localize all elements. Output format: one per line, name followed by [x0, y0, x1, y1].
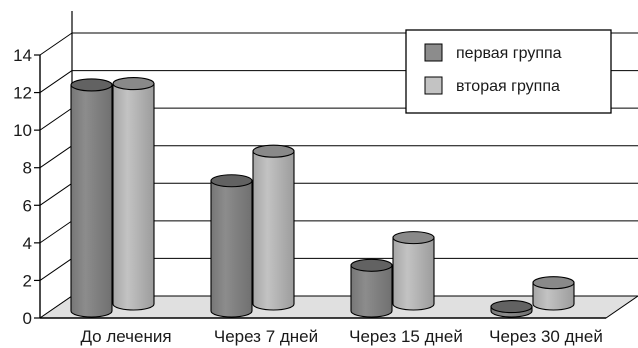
bar [210, 174, 253, 318]
bar [532, 276, 575, 311]
y-tick-label: 4 [23, 234, 32, 253]
y-axis-ticks: 0 2 4 6 8 10 12 14 [13, 46, 40, 328]
bar-top [532, 276, 575, 290]
x-tick-label: Через 30 дней [489, 327, 603, 346]
bar-top [350, 258, 393, 272]
bar-top [490, 300, 533, 314]
bar-body [532, 282, 575, 311]
legend-label: вторая группа [456, 78, 560, 95]
x-axis-labels: До лечения Через 7 дней Через 15 дней Через… [80, 327, 602, 346]
bar-top [252, 144, 295, 158]
y-tick-label: 14 [13, 46, 32, 65]
legend: первая группа вторая группа [405, 29, 612, 114]
side-wall-gridline [39, 258, 73, 281]
legend-swatch [424, 76, 443, 95]
x-tick-label: До лечения [80, 327, 171, 346]
legend-item: первая группа [424, 43, 562, 62]
bar [112, 77, 155, 311]
y-tick-label: 6 [23, 196, 32, 215]
legend-label: первая группа [456, 45, 562, 62]
y-tick-label: 8 [23, 159, 32, 178]
bar-top [392, 231, 435, 245]
side-wall-gridline [39, 70, 73, 93]
y-tick-label: 0 [23, 309, 32, 328]
y-tick-label: 12 [13, 84, 32, 103]
bar-top [210, 174, 253, 188]
bar [490, 300, 533, 318]
side-wall-gridline [39, 32, 73, 56]
bar [70, 78, 113, 318]
x-tick-label: Через 15 дней [349, 327, 463, 346]
x-tick-label: Через 7 дней [214, 327, 318, 346]
side-wall-gridline [39, 107, 73, 131]
bar-top [70, 78, 113, 92]
bar [350, 258, 393, 318]
bar-body [252, 150, 295, 311]
y-tick-label: 10 [13, 121, 32, 140]
side-wall-gridline [39, 145, 73, 169]
y-tick-label: 2 [23, 271, 32, 290]
bar-body [112, 83, 155, 311]
legend-swatch [424, 43, 443, 62]
bar-body [392, 237, 435, 311]
bar-body [350, 264, 393, 318]
bar [392, 231, 435, 311]
legend-box [405, 29, 612, 114]
bar [252, 144, 295, 311]
bar-top [112, 77, 155, 91]
side-wall-gridline [39, 220, 73, 244]
legend-item: вторая группа [424, 76, 560, 95]
bar-body [70, 84, 113, 318]
bar-body [210, 180, 253, 318]
bars [70, 77, 575, 318]
side-wall-gridline [39, 182, 73, 206]
